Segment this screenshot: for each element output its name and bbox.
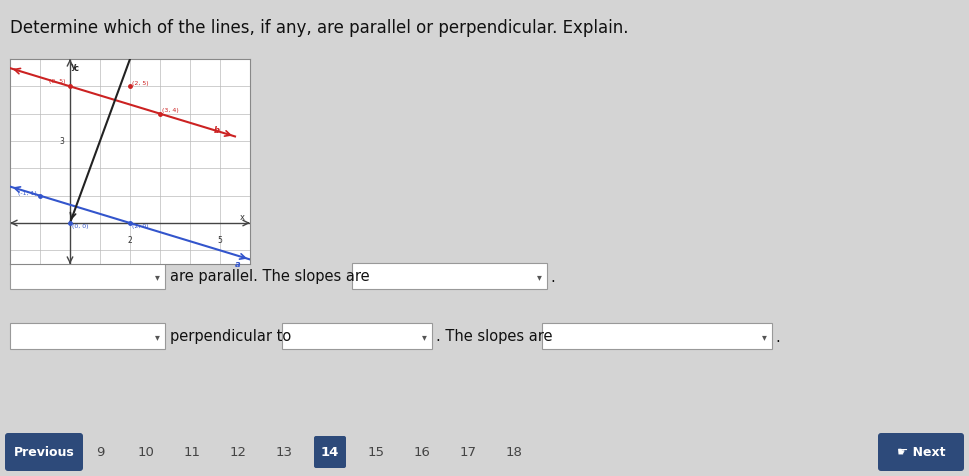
FancyBboxPatch shape bbox=[542, 323, 772, 349]
Text: perpendicular to: perpendicular to bbox=[170, 329, 292, 344]
Text: 17: 17 bbox=[459, 446, 477, 458]
Text: 9: 9 bbox=[96, 446, 105, 458]
Text: ▾: ▾ bbox=[422, 331, 426, 341]
Text: .: . bbox=[550, 269, 554, 284]
FancyBboxPatch shape bbox=[10, 323, 165, 349]
FancyBboxPatch shape bbox=[5, 433, 83, 471]
Text: ▾: ▾ bbox=[155, 271, 160, 281]
Text: 5: 5 bbox=[218, 236, 223, 245]
FancyBboxPatch shape bbox=[314, 436, 346, 468]
Text: c: c bbox=[74, 64, 78, 73]
Text: (2, 5): (2, 5) bbox=[133, 81, 149, 86]
Text: y: y bbox=[71, 62, 77, 71]
Text: 15: 15 bbox=[367, 446, 385, 458]
Text: 14: 14 bbox=[321, 446, 339, 458]
Text: (0, 5): (0, 5) bbox=[49, 79, 66, 84]
FancyBboxPatch shape bbox=[352, 263, 547, 289]
Text: 10: 10 bbox=[138, 446, 154, 458]
Text: (2, 0): (2, 0) bbox=[133, 224, 149, 229]
Text: 2: 2 bbox=[128, 236, 133, 245]
Text: ▾: ▾ bbox=[155, 331, 160, 341]
Text: 16: 16 bbox=[414, 446, 430, 458]
Text: 11: 11 bbox=[183, 446, 201, 458]
Text: . The slopes are: . The slopes are bbox=[436, 329, 552, 344]
Text: .: . bbox=[775, 329, 780, 344]
FancyBboxPatch shape bbox=[878, 433, 964, 471]
Text: ▾: ▾ bbox=[762, 331, 766, 341]
Text: (3, 4): (3, 4) bbox=[163, 108, 179, 113]
Text: a: a bbox=[235, 260, 240, 269]
Text: 3: 3 bbox=[60, 137, 65, 146]
Text: (-1, 1): (-1, 1) bbox=[18, 191, 37, 196]
Text: (0, 0): (0, 0) bbox=[73, 224, 89, 229]
Text: ▾: ▾ bbox=[537, 271, 542, 281]
Text: 13: 13 bbox=[275, 446, 293, 458]
Text: are parallel. The slopes are: are parallel. The slopes are bbox=[170, 269, 369, 284]
Text: x: x bbox=[240, 213, 245, 222]
Text: 12: 12 bbox=[230, 446, 246, 458]
Text: b: b bbox=[214, 126, 220, 135]
FancyBboxPatch shape bbox=[10, 263, 165, 289]
Text: Previous: Previous bbox=[14, 446, 75, 458]
FancyBboxPatch shape bbox=[282, 323, 432, 349]
Text: ☛ Next: ☛ Next bbox=[896, 446, 945, 458]
Text: 18: 18 bbox=[506, 446, 522, 458]
Text: Determine which of the lines, if any, are parallel or perpendicular. Explain.: Determine which of the lines, if any, ar… bbox=[10, 19, 629, 37]
